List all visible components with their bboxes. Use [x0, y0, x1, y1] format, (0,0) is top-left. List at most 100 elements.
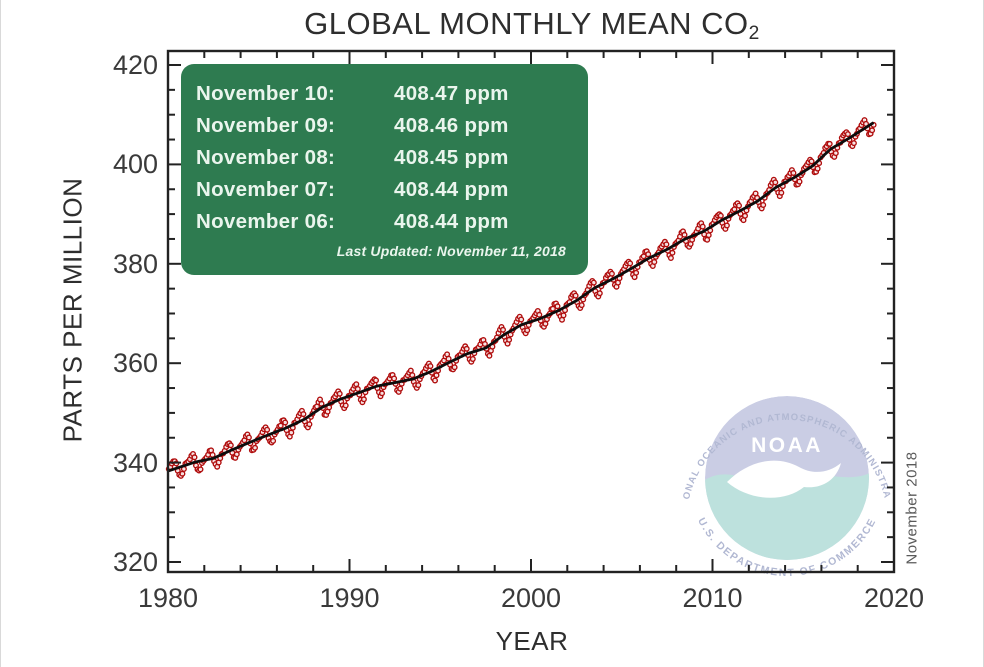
monthly-co2-point — [409, 372, 416, 379]
monthly-co2-point — [760, 201, 767, 208]
co2-reading-row: November 07: 408.44 ppm — [196, 174, 570, 206]
reading-value: 408.46 ppm — [394, 114, 509, 137]
seagull-icon — [727, 460, 841, 498]
monthly-co2-point — [360, 396, 367, 403]
x-axis-title: YEAR — [495, 626, 569, 656]
monthly-co2-point — [373, 377, 380, 384]
monthly-co2-point — [832, 150, 839, 157]
reading-value: 408.44 ppm — [394, 178, 509, 201]
monthly-co2-point — [427, 363, 434, 370]
monthly-co2-point — [251, 444, 258, 451]
monthly-co2-point — [736, 202, 743, 209]
monthly-co2-point — [699, 223, 706, 230]
monthly-co2-point — [500, 326, 507, 333]
monthly-co2-point — [432, 377, 439, 384]
monthly-co2-point — [191, 454, 198, 461]
y-tick-label: 380 — [112, 248, 158, 279]
monthly-co2-point — [549, 305, 556, 312]
y-tick-label: 360 — [112, 348, 158, 379]
monthly-co2-point — [536, 311, 543, 318]
noaa-sea-half — [705, 472, 869, 560]
monthly-co2-point — [590, 279, 597, 286]
monthly-co2-point — [742, 212, 749, 219]
monthly-co2-point — [282, 419, 289, 426]
monthly-co2-point — [379, 390, 386, 397]
monthly-co2-point — [433, 372, 440, 379]
monthly-co2-point — [627, 260, 634, 267]
co2-reading-row: November 09: 408.46 ppm — [196, 110, 570, 142]
x-tick-label: 2010 — [682, 583, 743, 613]
monthly-co2-point — [469, 356, 476, 363]
monthly-co2-point — [300, 411, 307, 418]
reading-date: November 10: — [196, 82, 336, 105]
monthly-co2-point — [524, 327, 531, 334]
reading-value: 408.45 ppm — [394, 146, 509, 169]
monthly-co2-point — [596, 290, 603, 297]
monthly-co2-point — [336, 390, 343, 397]
monthly-co2-point — [342, 402, 349, 409]
monthly-co2-point — [772, 179, 779, 186]
monthly-co2-point — [790, 169, 797, 176]
monthly-co2-point — [481, 341, 488, 348]
monthly-co2-point — [869, 127, 876, 134]
monthly-co2-point — [578, 302, 585, 309]
y-axis-title: PARTS PER MILLION — [57, 177, 88, 443]
reading-date: November 06: — [196, 210, 336, 233]
monthly-co2-point — [704, 236, 711, 243]
y-tick-label: 420 — [112, 50, 158, 80]
chart-title: GLOBAL MONTHLY MEAN CO2 — [304, 6, 760, 45]
monthly-co2-point — [608, 270, 615, 277]
noaa-logo-watermark: NOAA NATIONAL OCEANIC AND ATMOSPHERIC AD… — [681, 396, 891, 579]
monthly-co2-point — [227, 442, 234, 449]
monthly-co2-point — [645, 251, 652, 258]
last-updated-note: Last Updated: November 11, 2018 — [336, 243, 566, 259]
monthly-co2-point — [554, 303, 561, 310]
monthly-co2-point — [814, 165, 821, 172]
monthly-co2-point — [463, 345, 470, 352]
daily-readings-list: November 10: 408.47 ppm November 09: 408.46… — [196, 78, 570, 238]
monthly-co2-point — [353, 381, 360, 388]
monthly-co2-point — [506, 336, 513, 343]
reading-date: November 07: — [196, 178, 336, 201]
monthly-co2-point — [264, 426, 271, 433]
x-tick-label: 1980 — [137, 583, 199, 613]
monthly-co2-point — [850, 140, 857, 147]
monthly-co2-point — [415, 382, 422, 389]
trend-line — [168, 121, 875, 473]
reading-date: November 09: — [196, 114, 336, 137]
monthly-co2-point — [354, 386, 361, 393]
monthly-co2-point — [796, 178, 803, 185]
monthly-co2-point — [486, 352, 493, 359]
monthly-co2-point — [245, 434, 252, 441]
monthly-co2-point — [663, 241, 670, 248]
x-tick-label: 2000 — [500, 583, 562, 613]
plot-date-note: November 2018 — [903, 451, 921, 565]
monthly-co2-point — [633, 269, 640, 276]
monthly-co2-point — [826, 140, 833, 147]
monthly-co2-point — [717, 212, 724, 219]
monthly-co2-point — [397, 385, 404, 392]
monthly-co2-point — [705, 232, 712, 239]
co2-reading-row: November 10: 408.47 ppm — [196, 78, 570, 110]
monthly-co2-point — [197, 466, 204, 473]
y-tick-label: 400 — [112, 149, 158, 180]
monthly-co2-point — [451, 364, 458, 371]
monthly-co2-point — [681, 231, 688, 238]
monthly-co2-point — [723, 222, 730, 229]
monthly-co2-point — [560, 312, 567, 319]
monthly-co2-point — [778, 189, 785, 196]
monthly-co2-point — [270, 437, 277, 444]
axes-frame-layer — [166, 49, 896, 574]
monthly-co2-point — [667, 254, 674, 261]
co2-reading-row: November 06: 408.44 ppm — [196, 206, 570, 238]
monthly-co2-point — [391, 375, 398, 382]
chart-title-subscript: 2 — [748, 22, 760, 44]
data-series-layer — [165, 117, 877, 479]
monthly-co2-point — [277, 422, 284, 429]
monthly-co2-point — [179, 470, 186, 477]
monthly-co2-point — [669, 249, 676, 256]
monthly-co2-point — [445, 355, 452, 362]
monthly-co2-point — [306, 421, 313, 428]
